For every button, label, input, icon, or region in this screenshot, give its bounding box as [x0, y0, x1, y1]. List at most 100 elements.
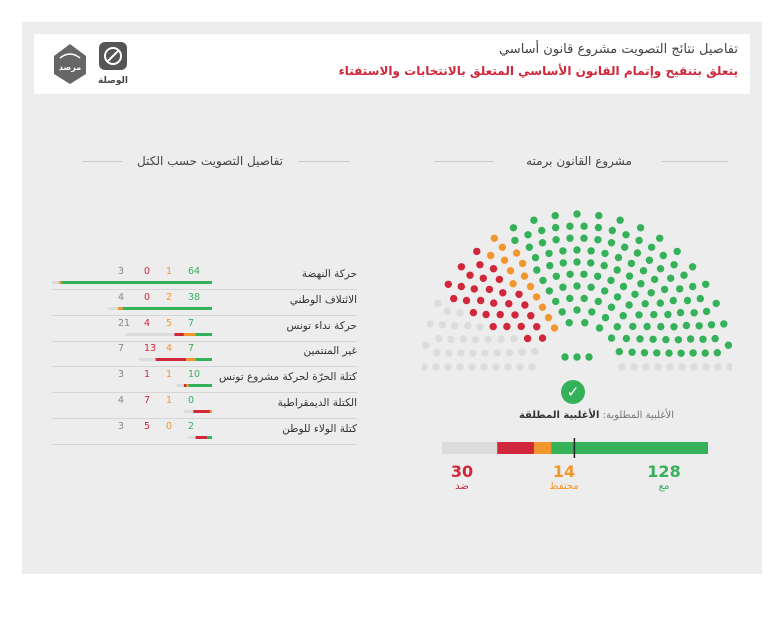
seat-for — [650, 275, 659, 284]
seat-absent — [726, 363, 732, 371]
bloc-bar — [188, 435, 212, 439]
bloc-bar-for — [207, 435, 212, 439]
seat-abstain — [506, 267, 515, 275]
seat-for — [552, 236, 560, 244]
seat-for — [580, 294, 588, 303]
seat-for — [573, 306, 581, 314]
seat-for — [621, 243, 629, 251]
bloc-name: غير المنتمين — [303, 345, 357, 358]
seat-for — [615, 347, 623, 356]
seat-for — [524, 231, 532, 239]
bloc-bar-absent — [139, 358, 156, 362]
seat-for — [689, 282, 697, 291]
seat-for — [573, 210, 581, 218]
seat-for — [669, 296, 677, 305]
bloc-count-absent: 7 — [118, 343, 125, 355]
seat-against — [473, 247, 481, 256]
bloc-count-absent: 4 — [118, 395, 125, 406]
seat-against — [482, 310, 490, 319]
seat-for — [588, 308, 596, 316]
seat-for — [640, 349, 649, 357]
bloc-bar — [176, 384, 212, 388]
seat-for — [711, 334, 719, 343]
seat-for — [712, 299, 720, 308]
seat-abstain — [520, 272, 529, 280]
seat-for — [702, 280, 710, 288]
seat-absent — [528, 363, 536, 371]
bloc-count-against: 1 — [144, 369, 151, 381]
seat-for — [613, 293, 622, 301]
seat-for — [667, 274, 675, 282]
seat-for — [565, 319, 573, 327]
bloc-bar-for — [122, 306, 212, 310]
seat-for — [619, 282, 628, 291]
seat-for — [539, 276, 547, 285]
bloc-count-for: 0 — [188, 395, 195, 406]
bloc-count-absent: 3 — [118, 420, 125, 432]
total-for-value: 128 — [647, 462, 681, 481]
seat-for — [613, 266, 621, 274]
total-abstain-label: محتفظ — [549, 481, 579, 492]
bloc-count-for: 7 — [188, 343, 195, 355]
bloc-name: كتلة الحرّة لحركة مشروع تونس — [219, 371, 357, 384]
page-title: تفاصيل نتائج التصويت مشروع قانون أساسي — [498, 42, 738, 57]
seat-abstain — [500, 256, 509, 264]
seat-for — [628, 348, 636, 356]
alwasla-logo: الوصلة — [98, 42, 128, 86]
hemicycle-title: مشروع القانون برمته — [526, 154, 632, 168]
seat-for — [533, 266, 541, 274]
seat-absent — [678, 363, 686, 371]
required-majority: الأغلبية المطلوبة: الأغلبية المطلقة — [519, 410, 674, 421]
bloc-bar-abstain — [186, 384, 189, 388]
seat-for — [566, 234, 574, 242]
seat-for — [538, 239, 547, 247]
seat-absent — [435, 334, 443, 343]
seat-absent — [456, 363, 464, 371]
total-for-label: مع — [658, 481, 670, 492]
seat-for — [656, 265, 665, 273]
seat-absent — [516, 363, 524, 371]
seat-for — [680, 271, 688, 279]
bloc-count-against: 0 — [144, 291, 151, 303]
seat-for — [683, 296, 692, 305]
bloc-row: الائتلاف الوطني 4 0 2 38 — [52, 290, 357, 316]
bloc-bar-for — [195, 332, 212, 336]
bloc-bar-against — [155, 358, 187, 362]
seat-against — [527, 312, 535, 320]
seat-abstain — [509, 280, 517, 288]
seat-for — [689, 349, 697, 357]
seat-for — [573, 282, 581, 290]
seat-for — [633, 249, 642, 257]
seat-absent — [432, 363, 440, 371]
marsad-logo-text: مرصد — [59, 63, 81, 72]
seat-for — [635, 236, 643, 245]
seat-abstain — [538, 303, 547, 311]
seat-for — [696, 294, 704, 303]
seat-for — [594, 297, 602, 306]
seat-for — [551, 223, 560, 232]
seat-absent — [433, 349, 441, 357]
seat-for — [670, 261, 678, 269]
bloc-bar-absent — [124, 332, 175, 336]
seat-against — [538, 334, 547, 342]
seat-for — [546, 261, 554, 270]
seat-for — [619, 312, 627, 320]
seat-absent — [471, 336, 480, 344]
seat-for — [587, 247, 595, 255]
seat-against — [533, 323, 541, 331]
seat-for — [713, 349, 721, 357]
seat-for — [695, 322, 703, 330]
seat-for — [595, 211, 603, 220]
bloc-bar — [52, 281, 212, 284]
bloc-name: الائتلاف الوطني — [289, 293, 357, 306]
seat-for — [580, 234, 588, 242]
divider — [298, 161, 350, 162]
bloc-count-abstain: 0 — [166, 420, 173, 432]
seat-against — [517, 322, 525, 331]
seat-absent — [618, 363, 626, 371]
seat-abstain — [532, 293, 541, 301]
bar-segment-against — [497, 442, 534, 454]
seat-for — [601, 249, 609, 258]
bloc-bar — [183, 410, 212, 413]
